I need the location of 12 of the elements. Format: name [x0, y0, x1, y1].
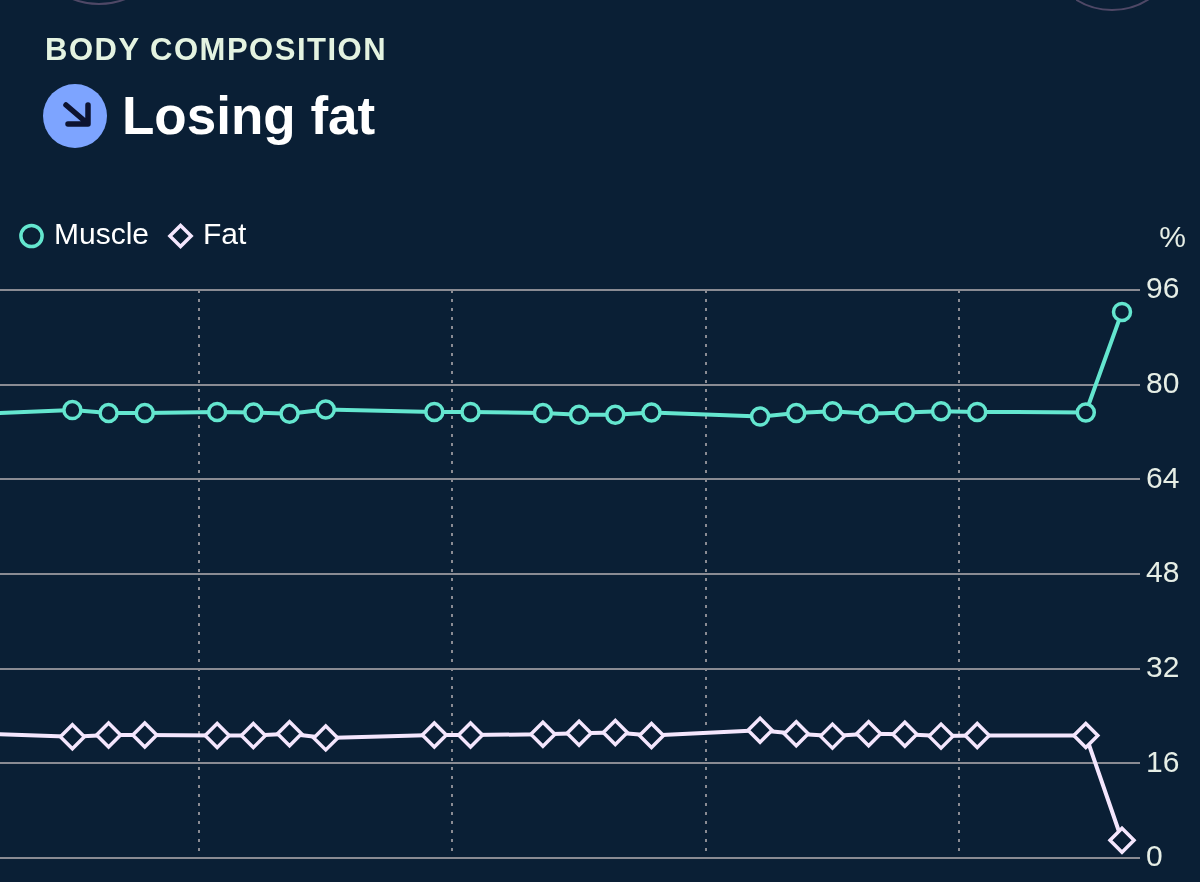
y-tick-label: 16 — [1146, 744, 1180, 778]
y-tick-label: 64 — [1146, 460, 1180, 494]
y-tick-label: 48 — [1146, 555, 1180, 589]
legend-label: Muscle — [54, 217, 150, 251]
chart-subtitle: Losing fat — [122, 86, 376, 145]
y-tick-label: 80 — [1146, 365, 1180, 399]
y-tick-label: 32 — [1146, 649, 1180, 683]
y-axis-title: % — [1159, 220, 1186, 253]
legend-label: Fat — [203, 217, 248, 251]
chart-title: BODY COMPOSITION — [45, 32, 388, 67]
y-tick-label: 0 — [1146, 839, 1163, 873]
y-tick-label: 96 — [1146, 271, 1180, 305]
